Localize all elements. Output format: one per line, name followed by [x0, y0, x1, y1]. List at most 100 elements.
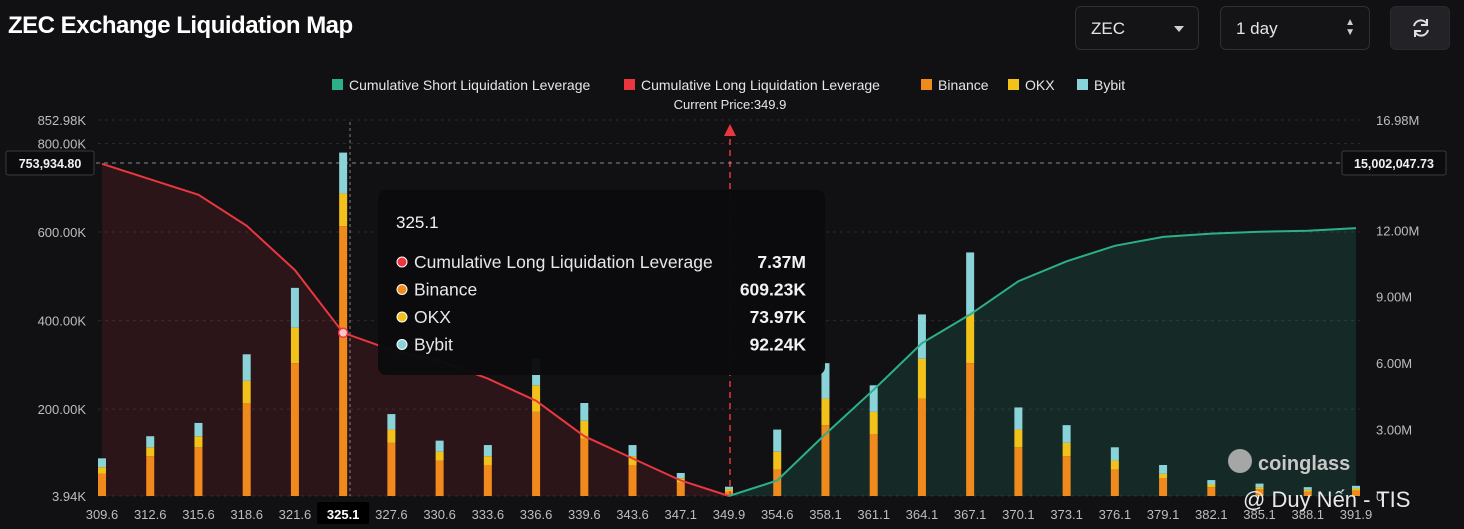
bar-okx [290, 327, 299, 364]
x-tick-label: 367.1 [954, 507, 987, 522]
coin-select[interactable]: ZEC [1075, 6, 1199, 50]
bar-okx [1352, 488, 1360, 491]
x-tick-label: 349.9 [713, 507, 746, 522]
short-area-fill [729, 228, 1356, 496]
bar-binance [917, 398, 926, 496]
bar-bybit [1352, 485, 1360, 489]
bar-bybit [146, 436, 155, 448]
x-tick-label: 379.1 [1147, 507, 1180, 522]
bar-binance [1207, 487, 1216, 496]
bar-binance [580, 438, 589, 496]
bar-binance [483, 465, 492, 496]
short-area [729, 228, 1356, 496]
x-tick-label: 382.1 [1195, 507, 1228, 522]
tooltip-title: 325.1 [396, 213, 439, 232]
bar-binance [628, 465, 637, 496]
legend-swatch [921, 79, 932, 90]
x-tick-label: 370.1 [1002, 507, 1035, 522]
x-tick-label: 325.1 [327, 507, 360, 522]
logo-text: coinglass [1258, 453, 1350, 475]
bar-bybit [194, 422, 203, 437]
left-axis-tick: 400.00K [38, 314, 87, 329]
bar-bybit [1110, 447, 1119, 461]
timeframe-select[interactable]: 1 day ▲ ▼ [1220, 6, 1370, 50]
bar-bybit [676, 472, 685, 479]
tooltip-label: OKX [414, 307, 451, 327]
x-tick-label: 376.1 [1099, 507, 1132, 522]
bar-bybit [98, 458, 106, 468]
bar-okx [194, 436, 203, 448]
x-highlight-box [317, 502, 370, 524]
bar-bybit [821, 363, 830, 399]
x-tick-label: 327.6 [375, 507, 408, 522]
bar-bybit [1207, 480, 1216, 485]
bar-bybit [435, 440, 444, 452]
bar-okx [869, 411, 878, 435]
right-axis-tick: 12.00M [1376, 223, 1419, 238]
coinglass-logo: coinglass [1228, 449, 1350, 475]
x-tick-label: 385.1 [1243, 507, 1276, 522]
bar-binance [773, 469, 782, 496]
left-axis-tick: 852.98K [38, 113, 87, 128]
bar-okx [242, 380, 251, 404]
current-price-arrow-icon [724, 124, 736, 136]
legend-swatch [624, 79, 635, 90]
x-tick-label: 339.6 [568, 507, 601, 522]
refresh-button[interactable] [1390, 6, 1450, 50]
bar-okx [1062, 442, 1071, 457]
x-tick-label: 336.6 [520, 507, 553, 522]
bar-binance [869, 434, 878, 496]
tooltip-value: 92.24K [750, 335, 807, 355]
x-tick-label: 373.1 [1050, 507, 1083, 522]
bar-okx [628, 456, 637, 466]
coin-select-value: ZEC [1091, 19, 1125, 38]
bar-okx [966, 314, 975, 364]
bar-bybit [483, 445, 492, 457]
right-axis-tick: 9.00M [1376, 290, 1412, 305]
bar-bybit [387, 414, 396, 430]
bar-okx [773, 451, 782, 470]
bar-okx [580, 420, 589, 439]
x-tick-label: 315.6 [182, 507, 215, 522]
bar-binance [1062, 456, 1071, 496]
x-tick-label: 391.9 [1340, 507, 1373, 522]
tooltip-value: 7.37M [757, 252, 806, 272]
bar-binance [1110, 469, 1119, 496]
tooltip-value: 609.23K [740, 280, 807, 300]
hover-point [337, 327, 349, 339]
short-line [728, 227, 1357, 497]
bar-bybit [725, 486, 733, 490]
bar-okx [1255, 487, 1264, 490]
x-tick-label: 354.6 [761, 507, 794, 522]
page-title: ZEC Exchange Liquidation Map [8, 12, 353, 39]
watermark: @ Duy Nến - TIS [1243, 487, 1411, 512]
x-tick-label: 321.6 [279, 507, 312, 522]
legend-swatch [1008, 79, 1019, 90]
bar-binance [1303, 491, 1312, 496]
left-axis-tick: 200.00K [38, 402, 87, 417]
bar-binance [435, 460, 444, 496]
bar-bybit [917, 314, 926, 359]
x-tick-label: 364.1 [906, 507, 939, 522]
tooltip-dot [396, 284, 408, 295]
bar-okx [1207, 484, 1216, 488]
bar-bybit [339, 152, 348, 194]
bar-binance [146, 456, 155, 496]
right-axis-tick: 3.00M [1376, 423, 1412, 438]
x-tick-label: 333.6 [472, 507, 505, 522]
x-tick-label: 318.6 [230, 507, 263, 522]
tooltip-label: Binance [414, 280, 477, 300]
x-tick-label: 361.1 [857, 507, 890, 522]
bar-binance [725, 491, 733, 496]
x-tick-label: 343.6 [616, 507, 649, 522]
x-tick-label: 312.6 [134, 507, 167, 522]
timeframe-select-value: 1 day [1236, 19, 1278, 38]
left-axis-tick: 800.00K [38, 136, 87, 151]
bar-binance [194, 447, 203, 496]
bar-bybit [1303, 487, 1312, 490]
bar-bybit [1062, 425, 1071, 443]
right-marker: 15,002,047.73 [1354, 157, 1434, 171]
tooltip-value: 73.97K [750, 307, 807, 327]
bar-binance [1014, 447, 1023, 496]
current-price-label: Current Price:349.9 [674, 97, 787, 112]
